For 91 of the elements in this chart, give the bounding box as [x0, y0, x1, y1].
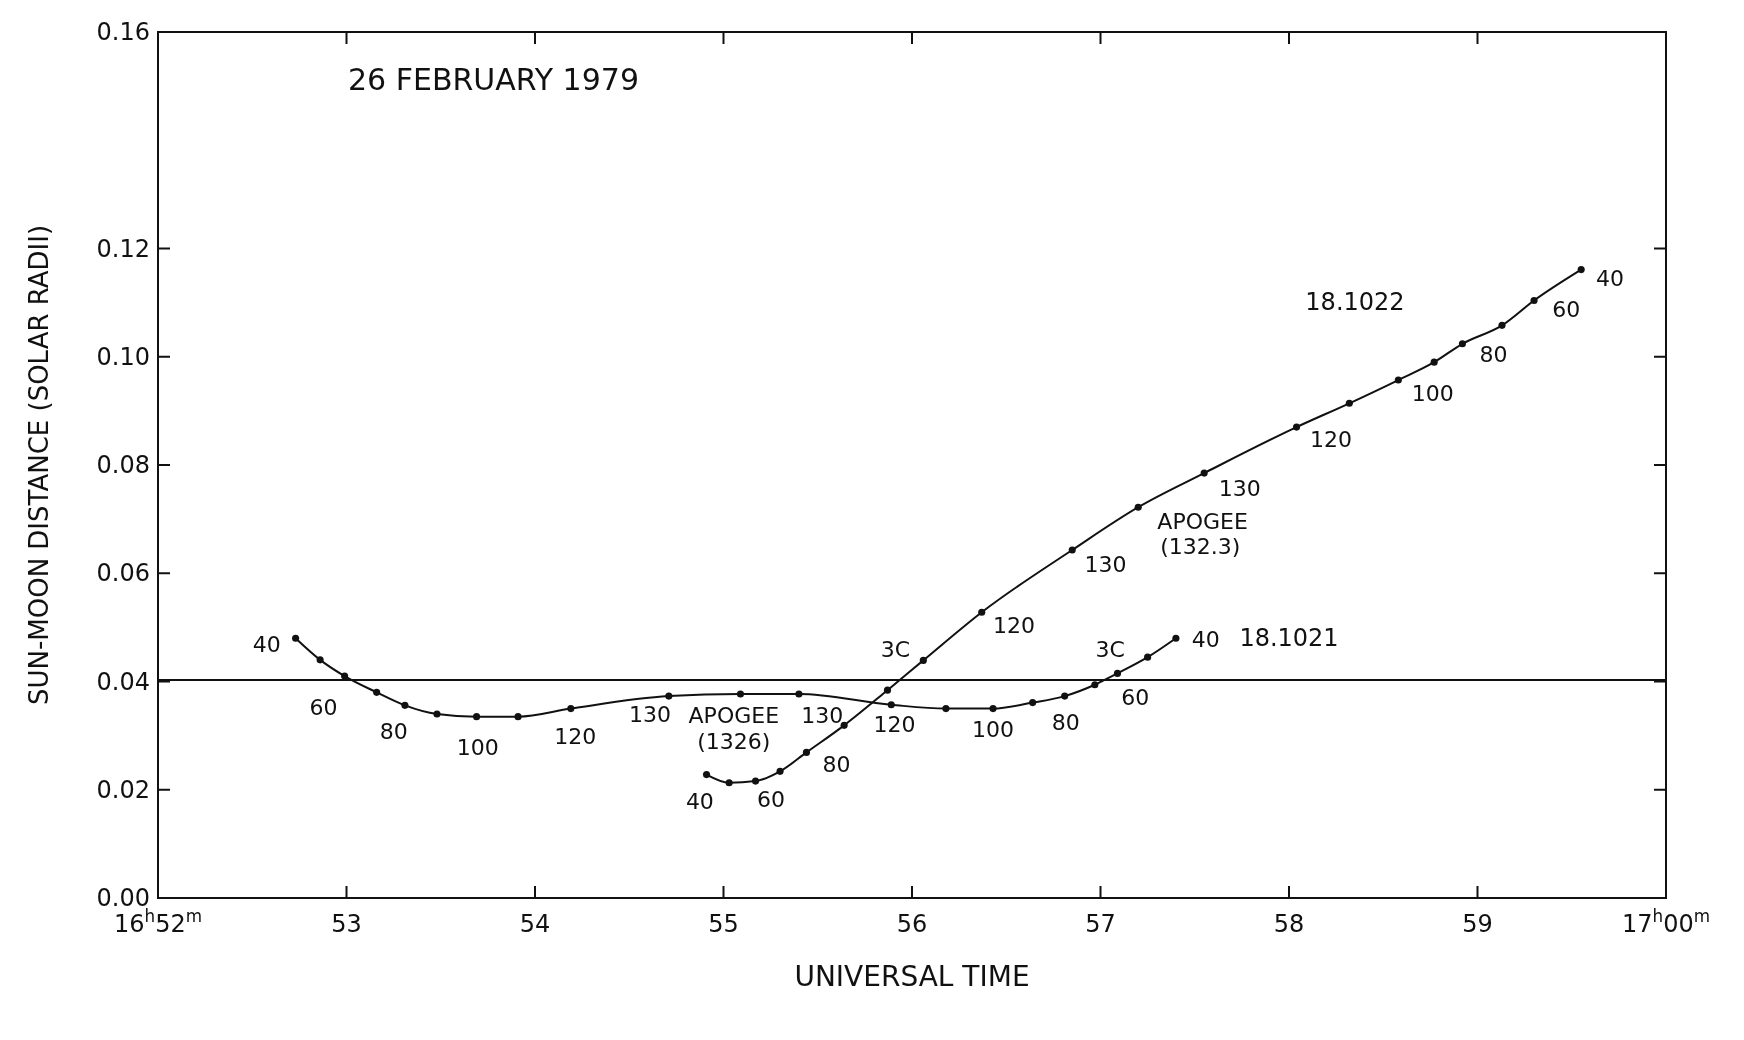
point: [736, 690, 745, 698]
annotation: 120: [873, 712, 916, 738]
annotation: 60: [1121, 685, 1150, 711]
y-tick-label: 0.10: [96, 342, 150, 371]
annotation: 60: [757, 787, 786, 813]
x-tick-label: 59: [1462, 910, 1493, 938]
x-tick-label: 16$^{h}$52$^{m}$: [113, 906, 203, 938]
point: [341, 672, 349, 680]
annotation: 100: [1411, 380, 1454, 406]
point: [665, 692, 673, 700]
point: [1029, 699, 1037, 707]
point: [1577, 266, 1585, 274]
x-tick-label: 58: [1273, 910, 1305, 938]
annotation: 3C: [880, 637, 911, 663]
point: [887, 701, 895, 709]
point: [292, 634, 300, 642]
annotation: 130: [801, 702, 844, 728]
x-tick-label: 17$^{h}$00$^{m}$: [1621, 906, 1711, 938]
annotation: 40: [252, 632, 281, 658]
y-tick-label: 0.06: [96, 559, 150, 588]
point: [1394, 376, 1402, 384]
annotation: 80: [1479, 342, 1508, 368]
point: [919, 656, 927, 664]
point: [1498, 321, 1506, 329]
point: [567, 705, 575, 713]
annotation: APOGEE: [688, 702, 780, 728]
x-tick-label: 56: [896, 910, 928, 938]
annotation: 80: [822, 752, 851, 778]
point: [802, 748, 811, 756]
annotation: 130: [1218, 476, 1261, 502]
text: 18.1021: [1239, 624, 1339, 653]
point: [725, 779, 733, 787]
point: [1144, 653, 1152, 661]
point: [1134, 503, 1142, 511]
x-tick-label: 57: [1085, 910, 1116, 938]
x-tick-label: 55: [708, 910, 739, 938]
point: [401, 701, 409, 709]
point: [473, 713, 481, 721]
point: [1345, 399, 1353, 407]
annotation: 120: [1309, 426, 1352, 452]
annotation: 80: [379, 719, 408, 745]
point: [1068, 546, 1076, 554]
point: [978, 608, 986, 616]
y-tick-label: 0.04: [96, 667, 150, 696]
point: [702, 771, 711, 779]
point: [316, 656, 324, 664]
point: [373, 688, 381, 696]
x-tick-label: 53: [331, 910, 362, 938]
annotation: 60: [309, 694, 338, 720]
annotation: 120: [992, 613, 1035, 639]
point: [776, 767, 784, 775]
point: [1091, 681, 1099, 689]
annotation: 100: [972, 717, 1015, 743]
annotation: 60: [1552, 296, 1581, 322]
annotation: 40: [1191, 626, 1220, 652]
point: [433, 710, 441, 718]
point: [942, 705, 950, 713]
text: 26 FEBRUARY 1979: [348, 62, 639, 97]
point: [883, 686, 892, 694]
annotation: 130: [1084, 551, 1127, 577]
point: [751, 777, 760, 785]
x-tick-label: 54: [519, 910, 551, 938]
annotation: 3C: [1095, 637, 1125, 663]
annotation: 40: [685, 788, 714, 814]
point: [514, 713, 522, 721]
annotation: 130: [628, 702, 671, 728]
point: [1458, 340, 1466, 348]
x-axis-title: UNIVERSAL TIME: [794, 960, 1030, 993]
annotation: APOGEE: [1157, 509, 1248, 535]
point: [1172, 634, 1180, 642]
annotation: (1326): [697, 729, 771, 755]
point: [840, 721, 848, 729]
y-axis-title: SUN-MOON DISTANCE (SOLAR RADII): [24, 224, 54, 706]
point: [795, 690, 803, 698]
y-tick-label: 0.02: [96, 775, 150, 804]
y-tick-label: 0.16: [96, 18, 150, 46]
annotation: 40: [1596, 265, 1625, 291]
text: 18.1022: [1305, 288, 1405, 317]
y-tick-label: 0.08: [96, 451, 150, 479]
point: [1061, 692, 1069, 700]
point: [989, 705, 997, 713]
annotation: 80: [1051, 710, 1080, 736]
point: [1113, 669, 1122, 677]
annotation: (132.3): [1160, 533, 1241, 559]
annotation: 120: [554, 723, 597, 749]
point: [1430, 358, 1438, 366]
annotation: 100: [456, 735, 499, 761]
point: [1200, 469, 1208, 477]
point: [1292, 423, 1301, 431]
point: [1530, 296, 1538, 305]
y-tick-label: 0.12: [96, 234, 150, 263]
